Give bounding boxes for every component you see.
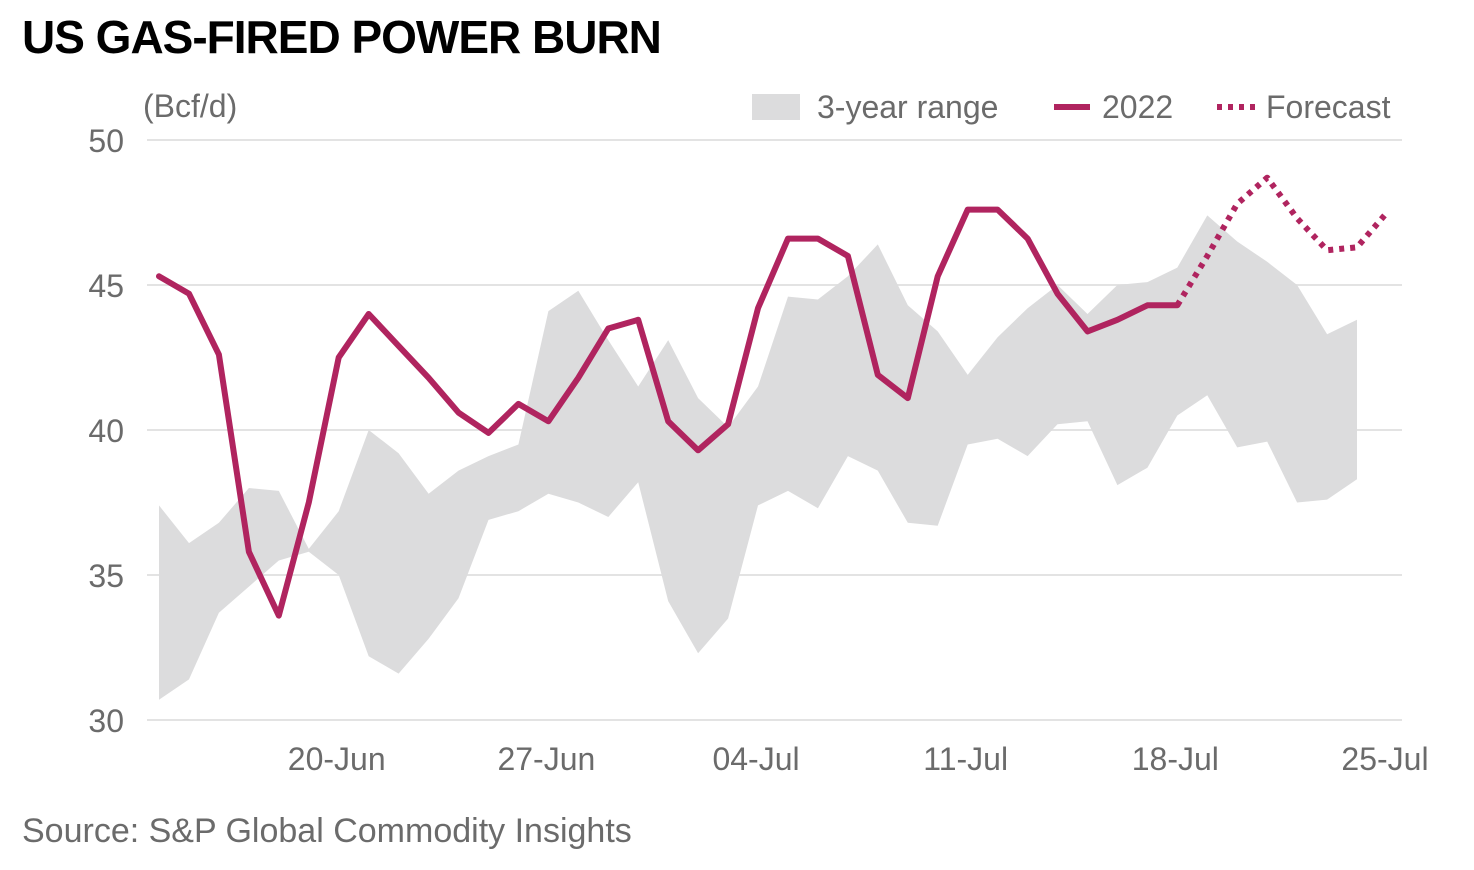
series-line-2022 [156, 206, 1181, 619]
x-tick-label-27-jun: 27-Jun [497, 741, 595, 777]
legend-label-forecast: Forecast [1266, 89, 1391, 125]
x-tick-label-20-jun: 20-Jun [288, 741, 386, 777]
y-tick-label-50: 50 [88, 123, 124, 159]
y-tick-label-40: 40 [88, 413, 124, 449]
series-line-forecast [1174, 174, 1390, 307]
y-tick-label-35: 35 [88, 558, 124, 594]
chart-title: US GAS-FIRED POWER BURN [22, 11, 662, 63]
x-tick-label-04-jul: 04-Jul [712, 741, 799, 777]
source-note: Source: S&P Global Commodity Insights [22, 812, 632, 850]
x-tick-label-11-jul: 11-Jul [923, 741, 1008, 777]
series-group [156, 174, 1390, 619]
legend-label-range: 3-year range [817, 89, 998, 125]
x-tick-labels: 20-Jun 27-Jun 04-Jul 11-Jul 18-Jul 25-Jul [288, 741, 1429, 777]
legend-label-2022: 2022 [1102, 89, 1173, 125]
range-area [159, 215, 1357, 700]
x-tick-label-25-jul: 25-Jul [1341, 741, 1428, 777]
y-tick-label-45: 45 [88, 268, 124, 304]
range-area-group [159, 215, 1357, 700]
y-axis-unit-label: (Bcf/d) [143, 88, 237, 124]
legend-swatch-range [752, 94, 800, 120]
legend: 3-year range 2022 Forecast [752, 89, 1391, 125]
x-tick-label-18-jul: 18-Jul [1132, 741, 1219, 777]
y-tick-label-30: 30 [88, 703, 124, 739]
y-tick-labels: 30 35 40 45 50 [88, 123, 124, 739]
